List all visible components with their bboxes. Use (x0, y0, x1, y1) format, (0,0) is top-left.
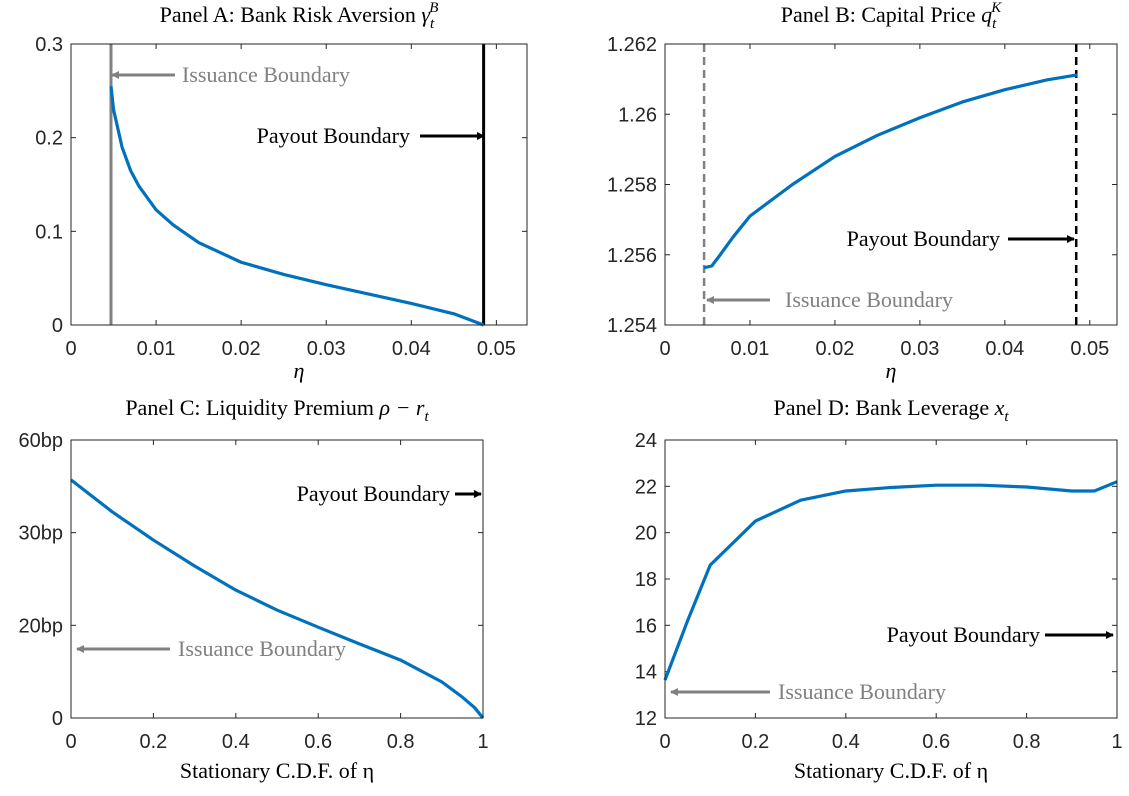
x-tick-label: 0.6 (922, 731, 950, 753)
x-tick-label: 0.02 (222, 338, 261, 360)
y-tick-label: 1.258 (607, 175, 657, 197)
x-axis-label: Stationary C.D.F. of η (794, 758, 988, 783)
panel-title: Panel D: Bank Leverage xt (773, 395, 1009, 425)
x-tick-label: 0.2 (139, 731, 167, 753)
title-math: ρ − r (379, 395, 425, 420)
y-tick-label: 0 (52, 708, 63, 730)
x-tick-label: 0.4 (832, 731, 860, 753)
x-tick-label: 0.6 (304, 731, 332, 753)
x-tick-label: 0.4 (222, 731, 250, 753)
x-axis-label: Stationary C.D.F. of η (180, 758, 374, 783)
y-tick-label: 24 (635, 430, 657, 452)
annotation: Issuance Boundary (178, 636, 346, 661)
y-tick-label: 0.1 (35, 221, 63, 243)
x-axis-label: η (294, 358, 305, 383)
x-tick-label: 0.03 (900, 338, 939, 360)
y-tick-label: 0.2 (35, 128, 63, 150)
plot-area (665, 44, 1117, 325)
annotation: Issuance Boundary (785, 287, 953, 312)
title-sub: t (425, 409, 430, 425)
title-text: Panel C: Liquidity Premium (125, 395, 379, 420)
data-line (663, 480, 1118, 681)
title-sub: t (430, 16, 435, 32)
panel: Panel D: Bank Leverage xt Stationary C.D.… (635, 395, 1123, 783)
title-text: Panel A: Bank Risk Aversion (160, 2, 422, 27)
y-tick-label: 16 (635, 615, 657, 637)
x-tick-label: 0.04 (985, 338, 1024, 360)
y-tick-label: 1.254 (607, 315, 657, 337)
y-tick-label: 1.256 (607, 245, 657, 267)
panel: Panel C: Liquidity Premium ρ − rt Station… (19, 395, 489, 783)
y-tick-label: 18 (635, 569, 657, 591)
title-math: γ (421, 2, 431, 27)
y-tick-label: 22 (635, 476, 657, 498)
title-sub: t (1004, 409, 1009, 425)
plot-area (665, 440, 1117, 718)
title-sup: K (990, 0, 1002, 16)
title-sup: B (429, 0, 438, 16)
axes-box (70, 43, 528, 326)
data-line (70, 478, 485, 720)
panel-title: Panel B: Capital Price qtK (781, 0, 1003, 32)
x-tick-label: 0.05 (477, 338, 516, 360)
plot-area (71, 440, 483, 718)
x-tick-label: 1 (477, 731, 488, 753)
y-tick-label: 0.3 (35, 34, 63, 56)
x-tick-label: 0 (65, 338, 76, 360)
axes-box (70, 439, 484, 719)
y-tick-label: 1.262 (607, 34, 657, 56)
axes-box (664, 43, 1118, 326)
x-tick-label: 0.8 (1013, 731, 1041, 753)
annotation: Payout Boundary (257, 123, 410, 148)
annotation: Issuance Boundary (778, 679, 946, 704)
x-tick-label: 0.2 (741, 731, 769, 753)
y-tick-label: 20 (635, 523, 657, 545)
annotation: Issuance Boundary (182, 62, 350, 87)
x-tick-label: 0.01 (137, 338, 176, 360)
x-tick-label: 0 (659, 338, 670, 360)
annotation: Payout Boundary (847, 226, 1000, 251)
x-tick-label: 0.04 (392, 338, 431, 360)
y-tick-label: 14 (635, 662, 657, 684)
y-tick-label: 12 (635, 708, 657, 730)
title-sub: t (992, 16, 997, 32)
x-tick-label: 0.05 (1070, 338, 1109, 360)
y-tick-label: 30bp (19, 523, 64, 545)
title-text: Panel B: Capital Price (781, 2, 981, 27)
x-axis-label: η (886, 358, 897, 383)
y-tick-label: 1.26 (618, 104, 657, 126)
x-tick-label: 0.03 (307, 338, 346, 360)
title-text: Panel D: Bank Leverage (773, 395, 994, 420)
x-tick-label: 0 (65, 731, 76, 753)
x-tick-label: 0 (659, 731, 670, 753)
title-math: x (994, 395, 1005, 420)
x-tick-label: 0.02 (815, 338, 854, 360)
data-line (109, 85, 485, 327)
x-tick-label: 0.8 (387, 731, 415, 753)
y-tick-label: 20bp (19, 615, 64, 637)
panel-title: Panel A: Bank Risk Aversion γtB (160, 0, 439, 32)
x-tick-label: 1 (1111, 731, 1122, 753)
panel-title: Panel C: Liquidity Premium ρ − rt (125, 395, 429, 425)
axes-box (664, 439, 1118, 719)
annotation: Payout Boundary (297, 481, 450, 506)
y-tick-label: 0 (52, 315, 63, 337)
annotation: Payout Boundary (887, 622, 1040, 647)
data-line (703, 73, 1078, 270)
title-math: q (981, 2, 992, 27)
x-tick-label: 0.01 (730, 338, 769, 360)
y-tick-label: 60bp (19, 430, 64, 452)
